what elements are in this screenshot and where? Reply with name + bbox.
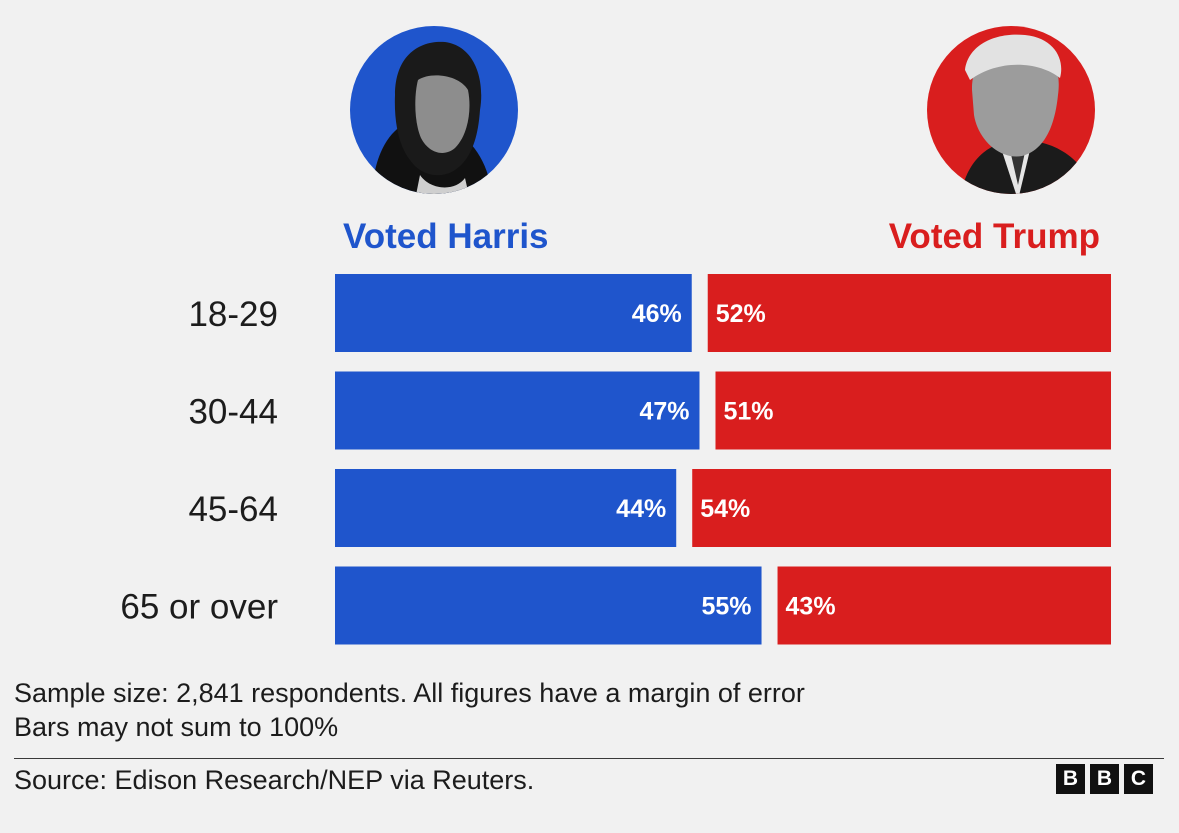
bar-trump (777, 566, 1111, 645)
source-text: Source: Edison Research/NEP via Reuters. (14, 765, 535, 795)
bar-trump-label: 43% (786, 593, 836, 621)
bar-harris-label: 47% (639, 398, 689, 426)
sample-size-note: Sample size: 2,841 respondents. All figu… (14, 678, 805, 708)
bar-trump-label: 52% (716, 300, 766, 328)
bbc-logo-letter: B (1056, 764, 1085, 794)
bar-trump-label: 54% (700, 495, 750, 523)
bar-harris (335, 371, 700, 450)
legend-trump: Voted Trump (889, 217, 1100, 256)
bar-harris (335, 469, 677, 547)
category-label: 18-29 (188, 295, 278, 334)
category-label: 45-64 (188, 490, 278, 529)
bar-harris-label: 55% (701, 593, 751, 621)
category-label: 30-44 (188, 393, 278, 432)
bar-harris-label: 44% (616, 495, 666, 523)
bar-trump (715, 371, 1111, 450)
footer-divider (14, 758, 1164, 759)
sum-note: Bars may not sum to 100% (14, 712, 339, 742)
bar-trump-label: 51% (723, 398, 773, 426)
bbc-logo-letter: B (1090, 764, 1119, 794)
trump-portrait-icon (927, 26, 1095, 194)
bar-harris (335, 566, 762, 645)
bbc-logo-letter: C (1124, 764, 1153, 794)
bar-harris (335, 274, 692, 352)
bar-rows: 18-29 46% 52% 30-44 47% 51% 45-64 44% 54% 65 or o… (120, 274, 1111, 645)
bar-harris-label: 46% (632, 300, 682, 328)
bbc-logo: B B C (1056, 764, 1153, 794)
harris-portrait-icon (350, 26, 518, 194)
category-label: 65 or over (120, 588, 278, 627)
legend-harris: Voted Harris (343, 217, 549, 256)
bar-trump (707, 274, 1111, 352)
bar-trump (692, 469, 1111, 547)
